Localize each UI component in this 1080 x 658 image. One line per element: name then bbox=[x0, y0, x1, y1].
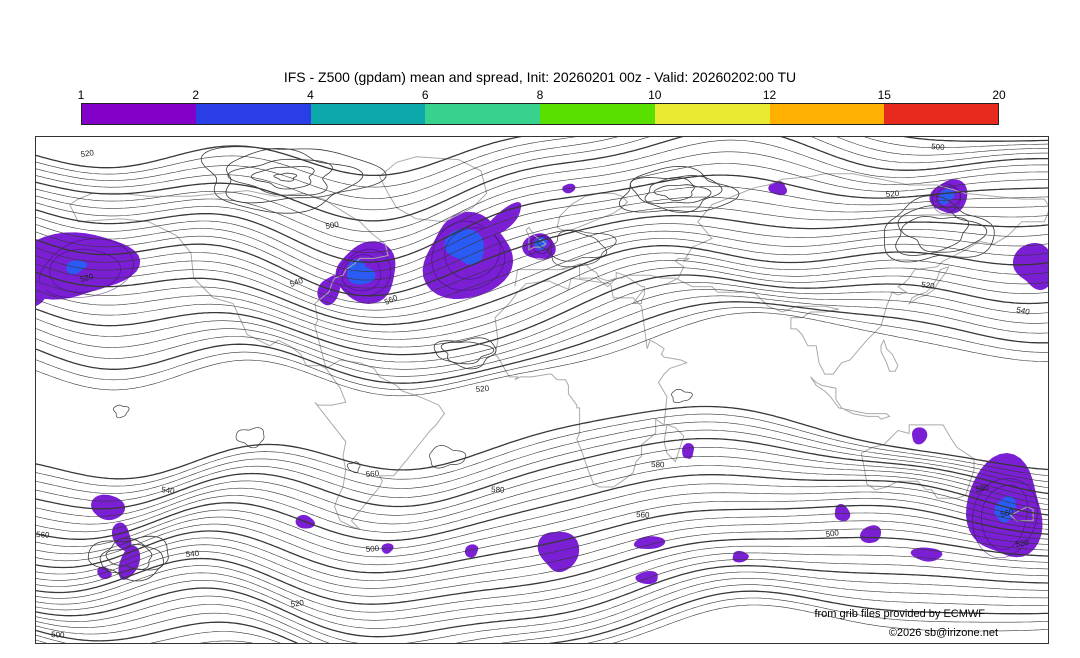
svg-text:560: 560 bbox=[36, 530, 50, 540]
svg-text:580: 580 bbox=[491, 485, 505, 495]
svg-text:500: 500 bbox=[51, 630, 65, 640]
svg-text:500: 500 bbox=[325, 220, 340, 231]
svg-text:520: 520 bbox=[885, 189, 900, 199]
svg-text:500: 500 bbox=[931, 142, 946, 152]
svg-text:500: 500 bbox=[365, 544, 380, 554]
svg-text:500: 500 bbox=[825, 528, 840, 539]
svg-text:580: 580 bbox=[651, 460, 665, 469]
svg-text:540: 540 bbox=[1016, 305, 1031, 317]
svg-text:540: 540 bbox=[185, 549, 200, 559]
svg-text:520: 520 bbox=[921, 280, 936, 291]
svg-text:520: 520 bbox=[475, 384, 490, 394]
svg-text:520: 520 bbox=[80, 148, 95, 159]
svg-text:560: 560 bbox=[636, 510, 650, 520]
svg-text:520: 520 bbox=[290, 598, 305, 609]
svg-text:560: 560 bbox=[365, 469, 380, 479]
svg-text:540: 540 bbox=[161, 485, 176, 496]
